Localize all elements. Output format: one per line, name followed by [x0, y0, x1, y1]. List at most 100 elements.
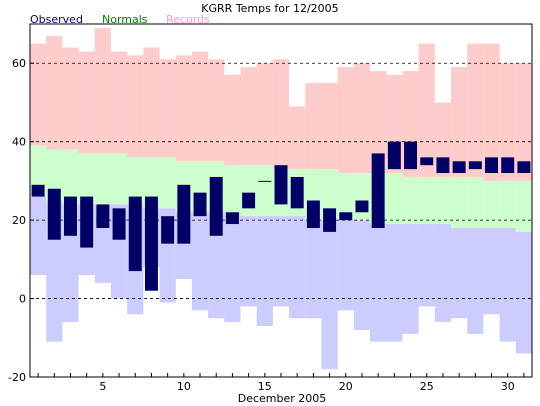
record-low-bar	[467, 227, 484, 334]
observed-bar	[242, 192, 256, 209]
x-tick-label: 30	[501, 380, 515, 393]
record-high-bar	[240, 67, 257, 166]
normal-range-bar	[418, 176, 435, 225]
normal-range-bar	[353, 173, 371, 221]
normal-range-bar	[159, 157, 176, 209]
observed-bar	[96, 204, 110, 228]
observed-bar	[80, 196, 94, 248]
normal-range-bar	[30, 145, 47, 197]
observed-bar	[468, 161, 482, 170]
record-high-bar	[191, 51, 209, 162]
record-low-bar	[370, 224, 387, 342]
observed-bar	[387, 141, 401, 170]
record-high-bar	[78, 51, 95, 154]
normal-range-bar	[451, 176, 468, 228]
x-axis-label: December 2005	[238, 392, 327, 405]
observed-bar	[436, 157, 450, 174]
normal-range-bar	[483, 180, 500, 228]
observed-bar	[177, 184, 191, 244]
observed-bar	[128, 196, 142, 272]
normal-range-bar	[337, 173, 354, 221]
normal-range-bar	[78, 153, 95, 205]
y-tick-label: 40	[12, 136, 26, 149]
record-low-bar	[402, 224, 419, 334]
observed-bar	[404, 141, 418, 170]
record-high-bar	[110, 51, 128, 154]
record-low-bar	[515, 231, 532, 354]
observed-bar	[290, 176, 304, 209]
record-low-bar	[191, 212, 209, 311]
normal-range-bar	[94, 153, 111, 205]
y-tick-label: -20	[8, 371, 26, 384]
record-high-bar	[272, 59, 290, 170]
record-high-bar	[418, 43, 435, 177]
record-low-bar	[240, 216, 257, 307]
observed-bar	[225, 212, 239, 225]
record-high-bar	[467, 43, 484, 177]
observed-bar	[31, 184, 45, 197]
plot-area: 5 10 15 20 25 30 -20 0 20 40 60	[8, 27, 532, 393]
x-tick-label: 20	[339, 380, 353, 393]
normal-range-bar	[256, 165, 273, 217]
record-high-bar	[224, 74, 241, 166]
record-low-bar	[451, 227, 468, 319]
record-high-bar	[94, 27, 111, 154]
y-tick-label: 60	[12, 57, 26, 70]
observed-bar	[420, 157, 434, 166]
observed-bar	[47, 188, 61, 240]
record-low-bar	[272, 216, 290, 307]
observed-bar	[193, 192, 207, 217]
normal-range-bar	[434, 176, 452, 225]
record-low-bar	[418, 224, 435, 307]
record-high-bar	[305, 82, 322, 170]
chart-title: KGRR Temps for 12/2005	[201, 2, 338, 15]
y-tick-label: 20	[12, 214, 26, 227]
record-high-bar	[208, 59, 225, 162]
record-low-bar	[353, 220, 371, 330]
normal-range-bar	[321, 169, 338, 221]
observed-bar	[501, 157, 515, 174]
observed-bar	[258, 180, 272, 182]
record-high-bar	[451, 67, 468, 177]
record-low-bar	[30, 196, 47, 276]
record-high-bar	[370, 71, 387, 174]
record-low-bar	[224, 212, 241, 323]
record-low-bar	[208, 212, 225, 319]
normal-range-bar	[515, 180, 532, 232]
record-high-bar	[337, 67, 354, 174]
normal-range-bar	[240, 165, 257, 217]
observed-bar	[517, 161, 531, 174]
observed-bar	[371, 153, 385, 228]
normal-range-bar	[46, 149, 63, 201]
legend-normals: Normals	[102, 13, 148, 26]
record-low-bar	[289, 216, 306, 319]
record-high-bar	[483, 43, 500, 181]
record-low-bar	[386, 224, 403, 342]
normal-range-bar	[402, 176, 419, 225]
record-high-bar	[62, 47, 79, 150]
legend-records: Records	[166, 13, 210, 26]
normal-range-bar	[143, 157, 160, 209]
record-high-bar	[46, 35, 63, 150]
plot-frame	[29, 23, 533, 378]
record-high-bar	[175, 55, 192, 162]
x-tick-label: 10	[177, 380, 191, 393]
observed-bar	[161, 216, 175, 244]
x-tick-label: 25	[420, 380, 434, 393]
record-low-bar	[321, 220, 338, 370]
legend-observed: Observed	[30, 13, 83, 26]
record-high-bar	[353, 63, 371, 174]
normal-range-bar	[386, 173, 403, 225]
x-tick-label: 5	[99, 380, 106, 393]
normal-range-bar	[224, 165, 241, 213]
record-high-bar	[321, 82, 338, 170]
record-high-bar	[256, 63, 273, 166]
observed-bar	[306, 200, 320, 228]
observed-bar	[144, 196, 158, 291]
record-low-bar	[483, 227, 500, 315]
normal-range-bar	[62, 149, 79, 205]
observed-bar	[209, 176, 223, 236]
normal-range-bar	[467, 176, 484, 228]
observed-bar	[339, 212, 353, 221]
